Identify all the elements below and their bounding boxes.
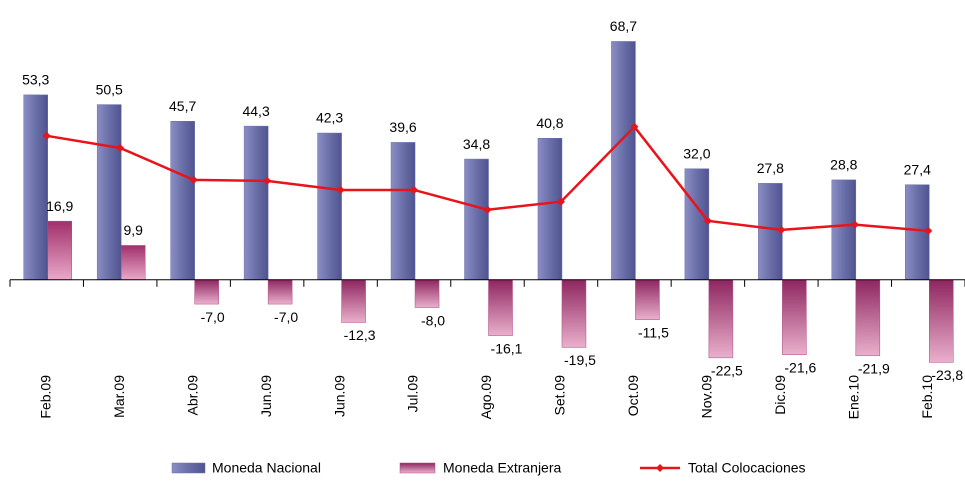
x-tick-label: Feb.09 — [37, 375, 53, 419]
x-tick-label: Set.09 — [552, 375, 568, 416]
bar — [341, 279, 366, 323]
line-marker — [556, 197, 565, 206]
x-tick-label: Mar.09 — [111, 375, 127, 418]
bar — [267, 279, 293, 305]
bar — [758, 183, 783, 281]
bar — [905, 184, 930, 281]
bar — [561, 279, 587, 348]
legend-swatch — [399, 462, 436, 474]
line-marker — [777, 225, 786, 234]
value-label: 68,7 — [610, 18, 637, 34]
value-label: 27,8 — [757, 160, 784, 176]
value-label: -12,3 — [344, 327, 376, 343]
bar — [317, 132, 342, 281]
value-label: 28,8 — [830, 157, 857, 173]
value-label: -19,5 — [564, 352, 596, 368]
line-marker — [483, 205, 492, 214]
x-tick-label: Dic.09 — [772, 375, 788, 415]
x-tick-label: Abr.09 — [184, 375, 200, 416]
bar — [464, 158, 489, 281]
x-tick-label: Ene.10 — [846, 375, 862, 420]
line-marker — [630, 122, 639, 131]
line-marker — [116, 143, 125, 152]
value-label: -7,0 — [201, 309, 225, 325]
value-label: 9,9 — [123, 222, 143, 238]
value-label: 27,4 — [904, 161, 931, 177]
bar — [194, 279, 219, 305]
line-marker — [850, 220, 859, 229]
x-tick-label: Ago.09 — [478, 375, 494, 420]
bar — [120, 245, 146, 281]
bar — [23, 94, 48, 281]
legend-label: Moneda Extranjera — [443, 460, 562, 476]
x-tick-label: Nov.09 — [699, 375, 715, 419]
line-marker — [336, 185, 345, 194]
x-tick-label: Jun.09 — [258, 375, 274, 417]
legend-swatch — [171, 462, 206, 474]
bar — [684, 168, 710, 281]
bar — [390, 142, 416, 281]
line-marker — [410, 185, 419, 194]
bar — [782, 279, 807, 355]
line-marker — [924, 226, 933, 235]
value-label: 42,3 — [316, 110, 343, 126]
line-marker — [263, 176, 272, 185]
legend-label: Moneda Nacional — [212, 460, 321, 476]
line-marker — [42, 131, 51, 140]
value-label: -16,1 — [491, 340, 523, 356]
bar — [243, 125, 269, 281]
x-tick-label: Jun.09 — [331, 375, 347, 417]
bar — [170, 120, 195, 281]
value-label: -11,5 — [638, 324, 669, 340]
value-label: 32,0 — [683, 145, 710, 161]
bar — [831, 179, 857, 281]
value-label: 44,3 — [242, 103, 269, 119]
bar — [414, 279, 440, 308]
bar — [47, 220, 72, 281]
value-label: 50,5 — [96, 81, 123, 97]
legend-label: Total Colocaciones — [688, 460, 806, 476]
value-label: 16,9 — [46, 198, 73, 214]
bar — [96, 104, 122, 281]
value-label: -22,5 — [711, 363, 743, 379]
value-label: -21,9 — [858, 360, 890, 376]
value-label: -23,8 — [931, 367, 963, 383]
x-tick-label: Jul.09 — [405, 375, 421, 413]
legend-marker — [656, 464, 664, 472]
bar — [635, 279, 660, 320]
line-marker — [189, 175, 198, 184]
x-tick-label: Oct.09 — [625, 375, 641, 416]
bar — [488, 279, 513, 336]
value-label: -7,0 — [274, 309, 298, 325]
bar — [929, 279, 954, 363]
x-tick-label: Feb.10 — [919, 375, 935, 419]
value-label: -8,0 — [421, 312, 445, 328]
value-label: -21,6 — [784, 359, 816, 375]
bar — [537, 137, 563, 281]
value-label: 53,3 — [22, 72, 49, 88]
value-label: 34,8 — [463, 136, 490, 152]
bar — [708, 279, 734, 359]
value-label: 39,6 — [389, 119, 416, 135]
line-marker — [703, 216, 712, 225]
value-label: 40,8 — [536, 115, 563, 131]
bar — [611, 41, 636, 281]
value-label: 45,7 — [169, 98, 196, 114]
bar — [855, 279, 881, 357]
